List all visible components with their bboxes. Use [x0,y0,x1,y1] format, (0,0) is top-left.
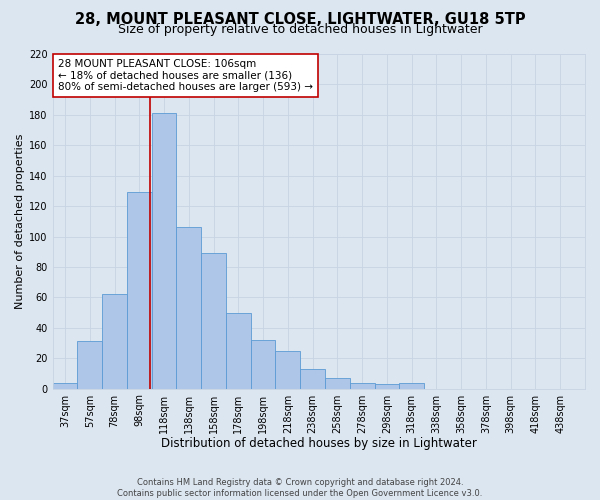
Bar [300,369,325,388]
Bar [53,382,77,388]
Bar [350,382,374,388]
Bar [77,342,102,388]
Bar [374,384,399,388]
Bar [399,382,424,388]
Bar [176,228,201,388]
Bar [275,350,300,389]
Bar [251,340,275,388]
X-axis label: Distribution of detached houses by size in Lightwater: Distribution of detached houses by size … [161,437,477,450]
Text: 28, MOUNT PLEASANT CLOSE, LIGHTWATER, GU18 5TP: 28, MOUNT PLEASANT CLOSE, LIGHTWATER, GU… [74,12,526,28]
Bar [226,312,251,388]
Bar [325,378,350,388]
Bar [152,114,176,388]
Bar [127,192,152,388]
Bar [201,253,226,388]
Text: 28 MOUNT PLEASANT CLOSE: 106sqm
← 18% of detached houses are smaller (136)
80% o: 28 MOUNT PLEASANT CLOSE: 106sqm ← 18% of… [58,59,313,92]
Text: Contains HM Land Registry data © Crown copyright and database right 2024.
Contai: Contains HM Land Registry data © Crown c… [118,478,482,498]
Y-axis label: Number of detached properties: Number of detached properties [15,134,25,309]
Bar [102,294,127,388]
Text: Size of property relative to detached houses in Lightwater: Size of property relative to detached ho… [118,22,482,36]
